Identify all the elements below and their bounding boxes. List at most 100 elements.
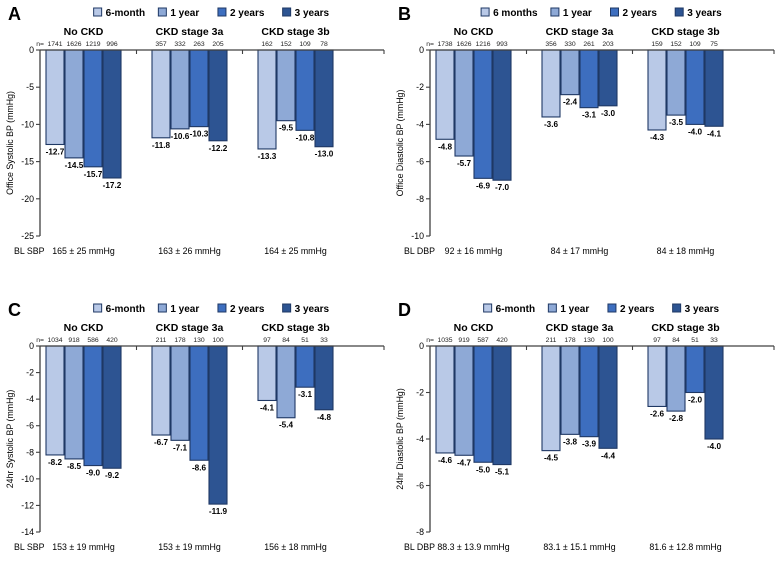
legend-label: 2 years <box>623 8 658 19</box>
y-tick-label: -6 <box>416 157 424 167</box>
legend-item: 1 year <box>157 303 199 315</box>
n-value: 1216 <box>475 41 490 48</box>
legend-item: 3 years <box>282 303 330 315</box>
baseline-bp-value: 84 ± 17 mmHg <box>551 246 609 256</box>
y-tick-label: -6 <box>26 421 34 431</box>
bar-value-label: -8.6 <box>192 463 207 472</box>
chart-svg-B: B 6 months 1 year 2 years 3 years No CKD n= 173… <box>395 4 775 256</box>
n-value: 587 <box>477 337 489 344</box>
n-value: 84 <box>282 337 290 344</box>
y-tick-label: -5 <box>26 82 34 92</box>
bar-1-year-CKD-stage-3b <box>666 345 686 412</box>
legend-label: 6 months <box>493 8 538 19</box>
n-value: 109 <box>299 41 311 48</box>
bar-value-label: -4.0 <box>688 127 703 136</box>
n-value: 162 <box>261 41 273 48</box>
n-prefix-label: n= <box>426 337 434 344</box>
bar-1-year-CKD-stage-3b <box>276 49 296 122</box>
n-value: 356 <box>545 41 557 48</box>
legend-item: 6 months <box>480 7 538 19</box>
n-value: 919 <box>458 337 470 344</box>
bar-value-label: -11.8 <box>152 141 171 150</box>
bar-6-month-CKD-stage-3b <box>257 49 277 150</box>
bar-value-label: -11.9 <box>209 507 228 516</box>
legend-swatch-icon <box>610 7 619 17</box>
bar-6-month-No-CKD <box>45 345 65 456</box>
legend-item: 3 years <box>282 7 330 19</box>
bar-6-months-CKD-stage-3a <box>541 49 561 118</box>
y-tick-label: -8 <box>26 447 34 457</box>
panel-office-diastolic-bp: B 6 months 1 year 2 years 3 years No CKD n= 173… <box>390 2 780 262</box>
panel-letter: D <box>398 300 411 320</box>
group-header: CKD stage 3a <box>546 26 614 38</box>
bar-1-year-No-CKD <box>454 49 474 157</box>
n-value: 78 <box>320 41 328 48</box>
bar-value-label: -4.3 <box>650 133 665 142</box>
bar-6-month-CKD-stage-3a <box>541 345 561 452</box>
n-value: 205 <box>212 41 224 48</box>
bar-1-year-No-CKD <box>64 49 84 159</box>
n-value: 357 <box>155 41 167 48</box>
legend-label: 1 year <box>563 8 592 19</box>
y-tick-label: -4 <box>416 434 424 444</box>
n-value: 100 <box>212 337 224 344</box>
y-tick-label: -6 <box>416 481 424 491</box>
bar-2-years-No-CKD <box>473 345 493 463</box>
bar-value-label: -5.4 <box>279 421 294 430</box>
n-value: 1034 <box>47 337 62 344</box>
n-value: 1741 <box>47 41 62 48</box>
panel-letter: C <box>8 300 21 320</box>
bar-value-label: -9.0 <box>86 469 101 478</box>
bar-3-years-CKD-stage-3b <box>314 49 334 148</box>
group-header: CKD stage 3a <box>546 322 614 334</box>
bar-6-month-CKD-stage-3b <box>257 345 277 402</box>
legend-item: 3 years <box>674 7 722 19</box>
bar-value-label: -10.6 <box>171 132 190 141</box>
y-tick-label: -4 <box>416 119 424 129</box>
group-header: CKD stage 3b <box>651 322 719 334</box>
bar-2-years-CKD-stage-3b <box>685 345 705 394</box>
bar-value-label: -4.1 <box>707 129 722 138</box>
bar-6-month-No-CKD <box>45 49 65 146</box>
bar-value-label: -3.1 <box>582 111 597 120</box>
bar-value-label: -7.0 <box>495 183 510 192</box>
bar-2-years-No-CKD <box>473 49 493 179</box>
bar-6-month-CKD-stage-3a <box>151 345 171 436</box>
bar-value-label: -12.7 <box>46 147 65 156</box>
legend-item: 3 years <box>672 303 720 315</box>
bar-3-years-No-CKD <box>102 345 122 469</box>
bar-3-years-CKD-stage-3a <box>598 49 618 107</box>
y-axis-title: 24hr Diastolic BP (mmHg) <box>395 388 405 490</box>
bar-value-label: -8.5 <box>67 462 82 471</box>
legend-label: 2 years <box>230 8 265 19</box>
bar-1-year-CKD-stage-3b <box>276 345 296 419</box>
legend-label: 2 years <box>230 304 265 315</box>
legend-swatch-icon <box>282 303 292 313</box>
bar-2-years-CKD-stage-3a <box>579 49 599 109</box>
n-value: 33 <box>710 337 718 344</box>
bar-value-label: -5.0 <box>476 465 491 474</box>
y-tick-label: 0 <box>419 341 424 351</box>
bar-value-label: -7.1 <box>173 443 188 452</box>
y-axis-title: Office Systolic BP (mmHg) <box>5 91 15 195</box>
bar-2-years-CKD-stage-3a <box>189 49 209 128</box>
legend-swatch-icon <box>157 303 167 313</box>
baseline-bp-value: 81.6 ± 12.8 mmHg <box>649 542 721 552</box>
bar-value-label: -3.1 <box>298 390 313 399</box>
y-tick-label: -25 <box>21 231 34 241</box>
bar-value-label: -13.0 <box>315 150 334 159</box>
legend-swatch-icon <box>157 7 167 17</box>
bar-value-label: -10.3 <box>190 130 209 139</box>
legend-swatch-icon <box>547 303 557 313</box>
panel-office-systolic-bp: A 6-month 1 year 2 years 3 years No CKD n= 1741… <box>0 2 390 262</box>
legend-swatch-icon <box>282 7 292 17</box>
legend-swatch-icon <box>550 7 560 17</box>
group-header: CKD stage 3a <box>156 322 224 334</box>
bar-3-years-CKD-stage-3b <box>314 345 334 411</box>
bar-value-label: -3.8 <box>563 437 578 446</box>
legend-label: 1 year <box>170 304 199 315</box>
bar-6-month-CKD-stage-3a <box>151 49 171 139</box>
legend-swatch-icon <box>483 303 493 313</box>
chart-svg-A: A 6-month 1 year 2 years 3 years No CKD n= 1741… <box>5 4 385 256</box>
